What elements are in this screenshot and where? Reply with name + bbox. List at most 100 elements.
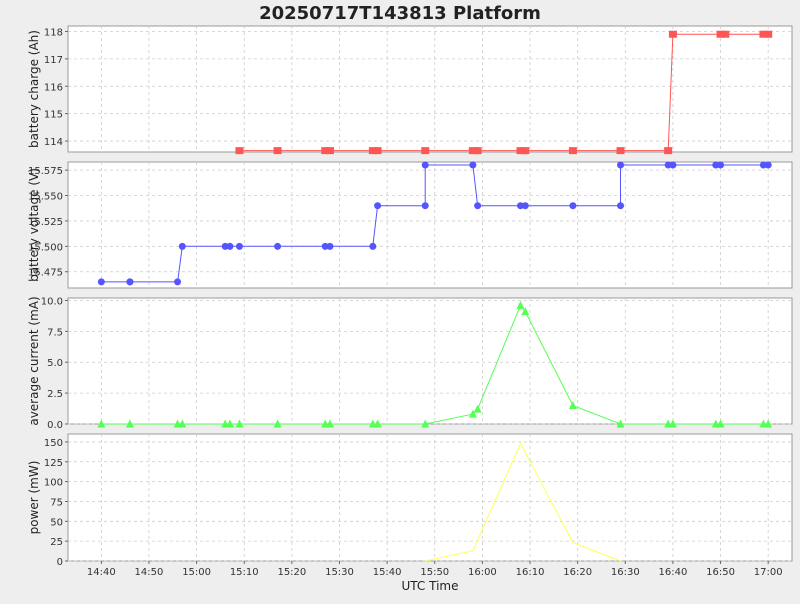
data-point — [764, 161, 772, 169]
data-point — [764, 30, 773, 38]
data-point — [569, 202, 577, 210]
data-point — [616, 147, 625, 155]
x-axis-label: UTC Time — [402, 579, 459, 593]
data-point — [521, 307, 530, 316]
data-point — [421, 202, 429, 210]
y-tick-label: 116 — [44, 82, 63, 93]
data-point — [716, 30, 725, 38]
x-tick-label: 15:40 — [373, 567, 402, 578]
y-axis-label: battery charge (Ah) — [27, 30, 41, 148]
data-point — [274, 242, 282, 250]
data-point — [521, 147, 530, 155]
data-point — [373, 147, 382, 155]
data-point — [516, 300, 525, 309]
y-axis-label: average current (mA) — [27, 296, 41, 425]
data-point — [716, 419, 725, 428]
y-tick-label: 117 — [44, 55, 63, 66]
y-tick-label: 50 — [50, 517, 63, 528]
data-point — [325, 147, 334, 155]
data-point — [369, 242, 377, 250]
y-axis-label: power (mW) — [27, 461, 41, 535]
data-point — [97, 419, 106, 428]
y-tick-label: 100 — [44, 478, 63, 489]
data-point — [421, 419, 430, 428]
x-tick-label: 15:20 — [277, 567, 306, 578]
y-tick-label: 118 — [44, 27, 63, 38]
data-point — [516, 147, 525, 155]
data-point — [759, 30, 768, 38]
data-point — [421, 161, 429, 169]
x-tick-label: 14:50 — [135, 567, 164, 578]
y-tick-label: 0.0 — [47, 420, 63, 431]
data-point — [421, 147, 430, 155]
data-point — [717, 161, 725, 169]
data-point — [326, 242, 334, 250]
data-point — [521, 202, 529, 210]
data-point — [568, 400, 577, 409]
x-tick-label: 17:00 — [754, 567, 783, 578]
x-tick-label: 16:10 — [516, 567, 545, 578]
data-point — [668, 30, 677, 38]
data-point — [668, 419, 677, 428]
plot-area — [67, 297, 793, 425]
data-point — [764, 419, 773, 428]
data-point — [235, 242, 243, 250]
data-point — [373, 419, 382, 428]
data-point — [473, 147, 482, 155]
x-tick-label: 15:50 — [420, 567, 449, 578]
y-axis-label: battery voltage (V) — [27, 168, 41, 282]
data-point — [473, 404, 482, 413]
y-tick-label: 10.0 — [41, 296, 63, 307]
y-tick-label: 25 — [50, 537, 63, 548]
data-point — [273, 147, 282, 155]
data-point — [126, 278, 134, 286]
x-tick-label: 14:40 — [87, 567, 116, 578]
data-point — [97, 278, 105, 286]
y-tick-label: 15.550 — [28, 192, 63, 203]
chart-title: 20250717T143813 Platform — [259, 3, 541, 24]
y-tick-label: 0 — [57, 557, 63, 568]
data-point — [474, 202, 482, 210]
x-tick-label: 16:30 — [611, 567, 640, 578]
x-tick-label: 16:00 — [468, 567, 497, 578]
data-point — [321, 147, 330, 155]
y-tick-label: 7.5 — [47, 327, 63, 338]
plot-area — [67, 161, 793, 289]
data-point — [469, 161, 477, 169]
data-point — [225, 419, 234, 428]
data-point — [178, 419, 187, 428]
data-point — [226, 242, 234, 250]
data-point — [617, 161, 625, 169]
y-tick-label: 5.0 — [47, 358, 63, 369]
data-point — [235, 419, 244, 428]
series-line — [425, 442, 621, 562]
x-tick-label: 16:40 — [659, 567, 688, 578]
plot-area — [67, 433, 793, 562]
y-tick-label: 115 — [44, 110, 63, 121]
data-point — [174, 278, 182, 286]
y-tick-label: 15.575 — [28, 166, 63, 177]
data-point — [664, 147, 673, 155]
data-point — [616, 419, 625, 428]
x-tick-label: 16:50 — [706, 567, 735, 578]
data-point — [125, 419, 134, 428]
data-point — [235, 147, 244, 155]
x-tick-label: 16:20 — [563, 567, 592, 578]
y-tick-label: 114 — [44, 137, 63, 148]
data-point — [368, 147, 377, 155]
data-point — [273, 419, 282, 428]
y-tick-label: 150 — [44, 438, 63, 449]
data-point — [374, 202, 382, 210]
y-tick-label: 125 — [44, 458, 63, 469]
data-point — [178, 242, 186, 250]
y-tick-label: 2.5 — [47, 389, 63, 400]
y-tick-label: 15.525 — [28, 217, 63, 228]
x-tick-label: 15:30 — [325, 567, 354, 578]
data-point — [325, 419, 334, 428]
data-point — [617, 202, 625, 210]
data-point — [721, 30, 730, 38]
data-point — [468, 147, 477, 155]
x-tick-label: 15:10 — [230, 567, 259, 578]
